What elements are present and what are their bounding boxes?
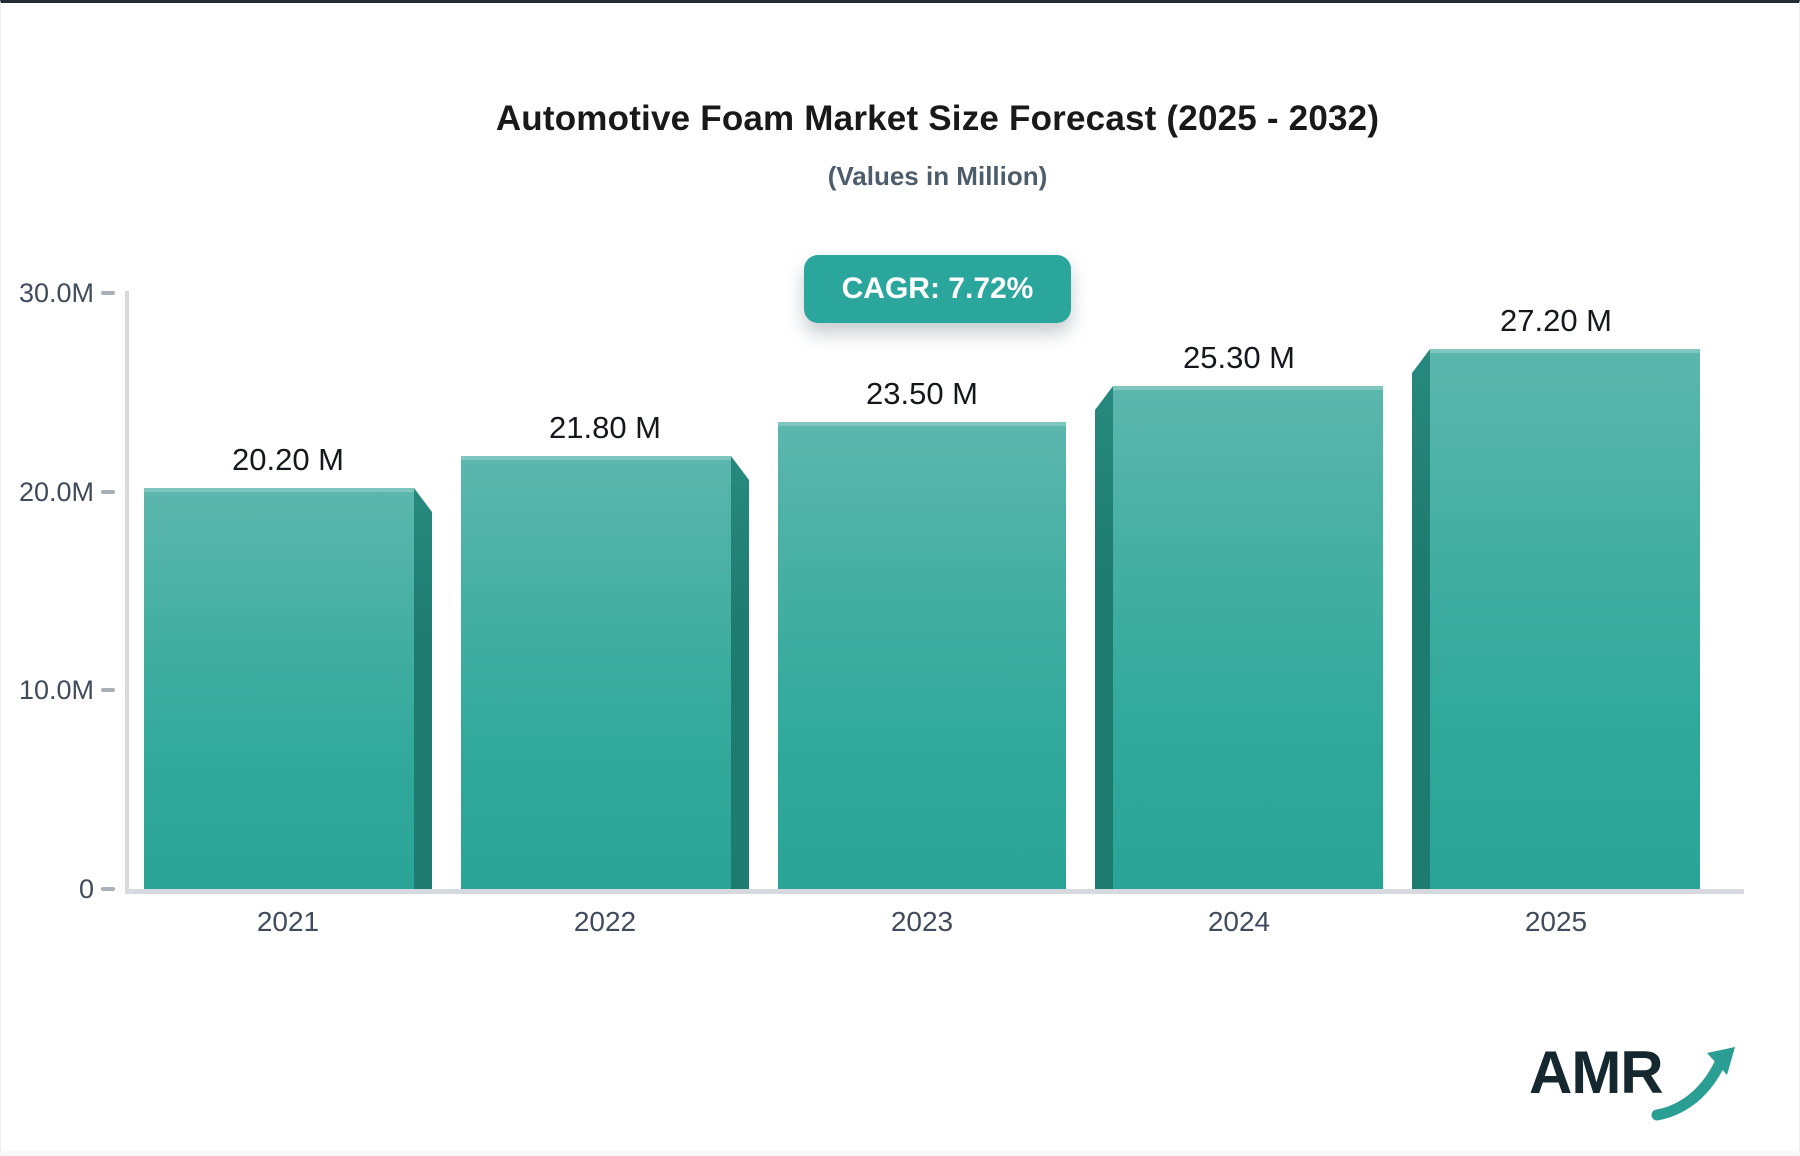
- bar-2025[interactable]: [1430, 349, 1700, 889]
- cagr-badge: CAGR: 7.72%: [803, 255, 1072, 323]
- bar-chart: 0 10.0M 20.0M 30.0M 20.20 M 2021 21.80 M 2022 23…: [1, 3, 1799, 1151]
- bar-value-label: 23.50 M: [865, 376, 978, 411]
- y-tick-label: 30.0M: [18, 278, 94, 308]
- y-tick-mark: [101, 489, 115, 494]
- y-axis-line: [125, 291, 129, 893]
- chart-title: Automotive Foam Market Size Forecast (20…: [495, 99, 1380, 138]
- bar-2024[interactable]: [1113, 386, 1383, 889]
- x-axis-label: 2025: [1524, 906, 1588, 937]
- x-axis-label: 2022: [573, 906, 637, 937]
- x-axis-label: 2021: [256, 906, 320, 937]
- bar-2022[interactable]: [461, 456, 731, 889]
- bar-2021[interactable]: [144, 488, 414, 889]
- bar-value-label: 21.80 M: [548, 410, 661, 445]
- amr-logo-text: AMR: [1529, 1039, 1664, 1106]
- y-tick-label: 10.0M: [18, 675, 94, 706]
- bar-side-face-2025: [1412, 349, 1430, 889]
- x-axis-label: 2024: [1207, 906, 1271, 937]
- growth-arrow-icon: [1651, 1047, 1735, 1121]
- chart-subtitle: (Values in Million): [827, 161, 1048, 191]
- y-tick-mark: [101, 887, 115, 891]
- bar-value-label: 20.20 M: [231, 442, 344, 477]
- bar-value-label: 27.20 M: [1499, 303, 1612, 338]
- y-tick-mark: [101, 291, 115, 295]
- amr-logo: AMR: [1529, 1031, 1739, 1131]
- bar-value-label: 25.30 M: [1182, 340, 1295, 375]
- y-tick-label: 20.0M: [18, 476, 94, 507]
- bar-side-face-2022: [731, 456, 749, 889]
- x-axis-line: [125, 889, 1744, 894]
- y-tick-label: 0: [78, 874, 94, 904]
- x-axis-label: 2023: [890, 906, 954, 937]
- bar-side-face-2021: [414, 488, 432, 889]
- bar-2023[interactable]: [778, 422, 1066, 889]
- bar-side-face-2024: [1095, 386, 1113, 889]
- y-tick-mark: [101, 688, 115, 693]
- cagr-badge-row: CAGR: 7.72%: [131, 255, 1744, 323]
